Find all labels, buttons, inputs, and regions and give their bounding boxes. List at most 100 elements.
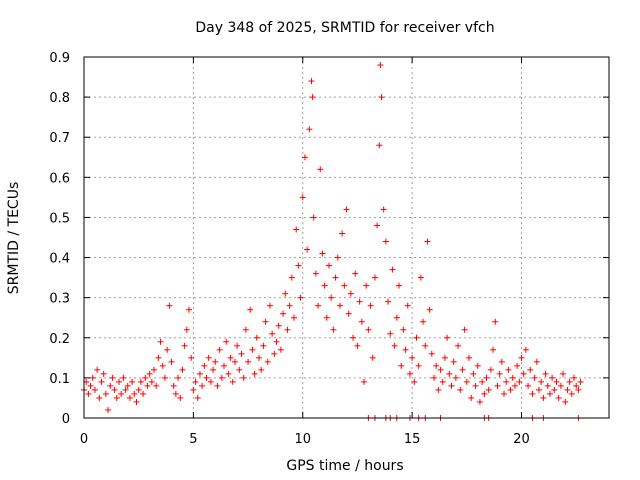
data-point <box>525 382 532 389</box>
data-point <box>468 394 475 401</box>
data-point <box>560 370 567 377</box>
data-point <box>262 318 269 325</box>
data-point <box>341 282 348 289</box>
data-point <box>91 386 98 393</box>
data-point <box>398 362 405 369</box>
data-point <box>573 382 580 389</box>
data-point <box>153 382 160 389</box>
y-tick-label: 0.5 <box>49 211 70 226</box>
data-point <box>271 350 278 357</box>
data-point <box>196 370 203 377</box>
data-point <box>485 386 492 393</box>
data-point <box>463 378 470 385</box>
data-point <box>236 366 243 373</box>
data-point <box>354 342 361 349</box>
data-point <box>417 274 424 281</box>
data-point <box>518 354 525 361</box>
y-tick-label: 0 <box>62 412 70 427</box>
data-point <box>286 302 293 309</box>
data-point <box>227 354 234 361</box>
data-point <box>113 394 120 401</box>
data-point <box>231 358 238 365</box>
data-point <box>529 390 536 397</box>
data-point <box>284 326 291 333</box>
data-point <box>536 386 542 393</box>
data-point <box>549 374 556 381</box>
data-point <box>135 386 142 393</box>
data-point <box>553 378 560 385</box>
data-point <box>522 346 529 353</box>
data-point <box>280 310 287 317</box>
data-point <box>282 290 289 297</box>
data-point <box>352 270 359 277</box>
y-tick-label: 0.1 <box>49 372 70 387</box>
data-point <box>411 378 418 385</box>
data-point <box>161 374 168 381</box>
data-point <box>168 358 175 365</box>
data-point <box>308 78 315 85</box>
data-point <box>140 390 147 397</box>
data-point <box>334 254 341 261</box>
data-point <box>297 294 304 301</box>
data-point <box>577 378 584 385</box>
data-point <box>218 374 225 381</box>
data-point <box>216 346 223 353</box>
data-point <box>164 346 171 353</box>
data-point <box>131 390 138 397</box>
data-point <box>481 390 488 397</box>
data-point <box>126 394 133 401</box>
data-point <box>229 378 236 385</box>
data-point <box>452 374 459 381</box>
data-point <box>378 94 385 101</box>
data-point <box>148 378 155 385</box>
data-point <box>387 330 394 337</box>
data-point <box>350 334 357 341</box>
y-tick-label: 0.9 <box>49 51 70 66</box>
data-point <box>356 298 363 305</box>
data-point <box>317 166 324 173</box>
data-point <box>476 398 483 405</box>
y-tick-label: 0.6 <box>49 171 70 186</box>
data-point <box>437 366 444 373</box>
data-point <box>212 358 219 365</box>
data-point <box>181 342 188 349</box>
data-point <box>520 370 527 377</box>
data-point <box>514 362 521 369</box>
data-point <box>249 346 256 353</box>
data-point <box>264 358 271 365</box>
x-tick-label: 10 <box>294 432 311 447</box>
data-point <box>111 386 118 393</box>
data-point <box>413 334 420 341</box>
y-tick-label: 0.4 <box>49 252 70 267</box>
data-point <box>188 354 195 361</box>
data-point <box>457 386 464 393</box>
data-point <box>277 346 284 353</box>
data-point <box>142 374 149 381</box>
x-tick-label: 5 <box>189 432 197 447</box>
data-point <box>258 366 265 373</box>
data-point <box>435 386 442 393</box>
data-point <box>242 326 249 333</box>
data-point <box>448 382 455 389</box>
data-point <box>376 142 383 149</box>
data-point <box>409 354 416 361</box>
data-point <box>266 302 273 309</box>
data-point <box>321 282 328 289</box>
data-point <box>166 302 173 309</box>
chart-title: Day 348 of 2025, SRMTID for receiver vfc… <box>195 20 494 36</box>
data-point <box>441 354 448 361</box>
data-point <box>253 334 260 341</box>
data-point <box>203 374 210 381</box>
data-point <box>509 374 516 381</box>
data-point <box>295 262 302 269</box>
data-point <box>369 354 376 361</box>
data-point <box>201 362 208 369</box>
data-point <box>385 298 392 305</box>
data-point <box>312 270 319 277</box>
data-point <box>396 282 402 289</box>
data-point <box>571 374 577 381</box>
data-point <box>144 382 151 389</box>
data-point <box>205 354 212 361</box>
data-point <box>415 362 422 369</box>
data-point <box>487 366 494 373</box>
